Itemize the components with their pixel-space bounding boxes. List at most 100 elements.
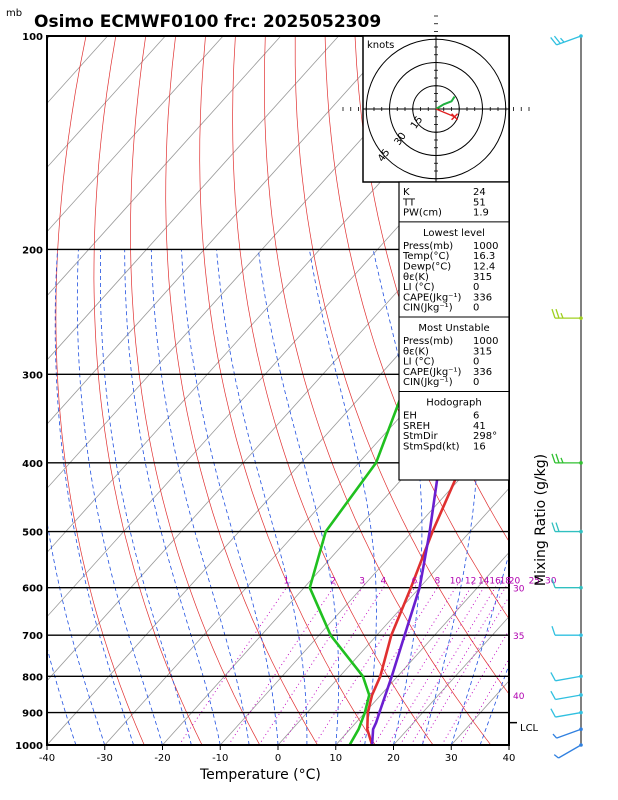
- wind-barb: [551, 625, 583, 637]
- moist-adiabat-line: [181, 249, 279, 745]
- barb-half-flag: [560, 312, 564, 319]
- pressure-tick-label: 900: [22, 709, 43, 720]
- dry-adiabat-line: [324, 36, 509, 620]
- mixing-ratio-label: 12: [465, 577, 476, 587]
- barb-flag: [550, 672, 556, 682]
- temperature-tick-label: -40: [39, 753, 55, 764]
- moist-adiabat-line: [508, 743, 509, 745]
- temperature-tick-label: 20: [387, 753, 400, 764]
- dry-adiabat-line: [564, 36, 618, 745]
- dry-adiabat-line: [232, 36, 434, 745]
- mixing-ratio-label: 3: [359, 577, 365, 587]
- index-value: 6: [473, 411, 479, 422]
- pressure-tick-label: 700: [22, 631, 43, 642]
- index-name: LI (°C): [403, 282, 435, 293]
- wind-barb: [553, 743, 583, 759]
- barb-flag: [551, 308, 556, 319]
- hodograph-ring: [389, 62, 483, 156]
- isotherm-line: [47, 231, 509, 745]
- mixing-ratio-line: [314, 582, 419, 745]
- moist-adiabat-line: [47, 518, 106, 745]
- isotherm-line: [47, 36, 108, 104]
- barb-shaft: [555, 694, 582, 701]
- index-value: 16: [473, 441, 486, 452]
- wind-barb: [551, 308, 583, 320]
- mixing-ratio-label: 1: [284, 577, 290, 587]
- storm-motion-vector: [435, 108, 455, 118]
- mixing-ratio-line: [281, 582, 388, 745]
- section-title: Most Unstable: [418, 323, 489, 334]
- right-axis-label: Mixing Ratio (g/kg): [533, 454, 549, 586]
- pressure-tick-label: 300: [22, 370, 43, 381]
- index-name: CIN(Jkg⁻¹): [403, 303, 453, 314]
- index-name: Press(mb): [403, 336, 453, 347]
- isotherm-line: [47, 36, 397, 425]
- barb-station: [579, 743, 583, 747]
- dry-adiabat-line: [534, 36, 618, 745]
- index-name: CAPE(Jkg⁻¹): [403, 292, 461, 303]
- temperature-tick-label: -30: [97, 753, 113, 764]
- mixing-ratio-label: 30: [545, 577, 557, 587]
- temperature-tick-label: -10: [212, 753, 228, 764]
- pressure-tick-label: 200: [22, 245, 43, 256]
- wind-barb: [550, 690, 583, 701]
- index-value: 315: [473, 272, 492, 283]
- barb-station: [579, 693, 583, 697]
- index-name: θε(K): [403, 346, 429, 357]
- barb-station: [579, 727, 583, 732]
- barb-flag: [553, 35, 561, 44]
- mixing-ratio-line: [459, 657, 509, 745]
- barb-half-flag: [553, 754, 559, 759]
- section-title: Lowest level: [423, 228, 485, 239]
- mixing-ratio-label: 2: [330, 577, 336, 587]
- isotherm-line: [508, 744, 509, 745]
- temperature-tick-label: 40: [503, 753, 516, 764]
- index-value: 0: [473, 357, 479, 368]
- index-value: 336: [473, 367, 492, 378]
- barb-station: [579, 461, 583, 465]
- temperature-tick-label: -20: [154, 753, 170, 764]
- pressure-tick-label: 100: [22, 32, 43, 43]
- index-name: EH: [403, 411, 417, 422]
- mixing-ratio-line: [420, 595, 509, 745]
- wind-barbs: [550, 34, 583, 759]
- mixing-ratio-line: [258, 582, 366, 745]
- wind-barb: [552, 727, 583, 739]
- barb-flag: [551, 453, 556, 464]
- moist-adiabat-line: [216, 249, 308, 745]
- isotherm-line: [335, 551, 509, 745]
- mixing-ratio-line: [441, 629, 509, 745]
- hodograph-knots-label: knots: [367, 40, 394, 51]
- moist-adiabat-line: [150, 249, 250, 745]
- index-value: 0: [473, 303, 479, 314]
- theta-label: 30: [513, 585, 525, 595]
- barb-half-flag: [560, 37, 565, 43]
- barb-flag: [555, 308, 560, 319]
- wind-barb: [551, 453, 583, 465]
- index-name: PW(cm): [403, 208, 442, 219]
- wind-barb: [551, 578, 583, 590]
- index-name: TT: [402, 197, 416, 208]
- index-name: Press(mb): [403, 241, 453, 252]
- moist-adiabat-line: [54, 249, 134, 745]
- dry-adiabat-line: [130, 36, 261, 745]
- isotherm-line: [277, 487, 509, 745]
- index-name: SREH: [403, 421, 430, 432]
- section-title: Hodograph: [426, 398, 481, 409]
- background-grid: [47, 36, 618, 745]
- temperature-axis: -40 -30 -20 -10 0 10 20 30 40: [39, 745, 516, 764]
- index-name: CAPE(Jkg⁻¹): [403, 367, 461, 378]
- chart-title: Osimo ECMWF0100 frc: 2025052309: [34, 12, 381, 32]
- wind-barb: [550, 34, 583, 46]
- barb-flag: [551, 578, 556, 588]
- mixing-ratio-line: [228, 582, 338, 745]
- mixing-ratio-label: 14: [478, 577, 490, 587]
- index-name: θε(K): [403, 272, 429, 283]
- dry-adiabat-line: [199, 36, 376, 745]
- mixing-ratio-line: [373, 582, 475, 745]
- index-name: LI (°C): [403, 357, 435, 368]
- moist-adiabat-line: [47, 645, 77, 745]
- mixing-ratio-label: 25: [529, 577, 540, 587]
- wind-barb: [550, 672, 583, 682]
